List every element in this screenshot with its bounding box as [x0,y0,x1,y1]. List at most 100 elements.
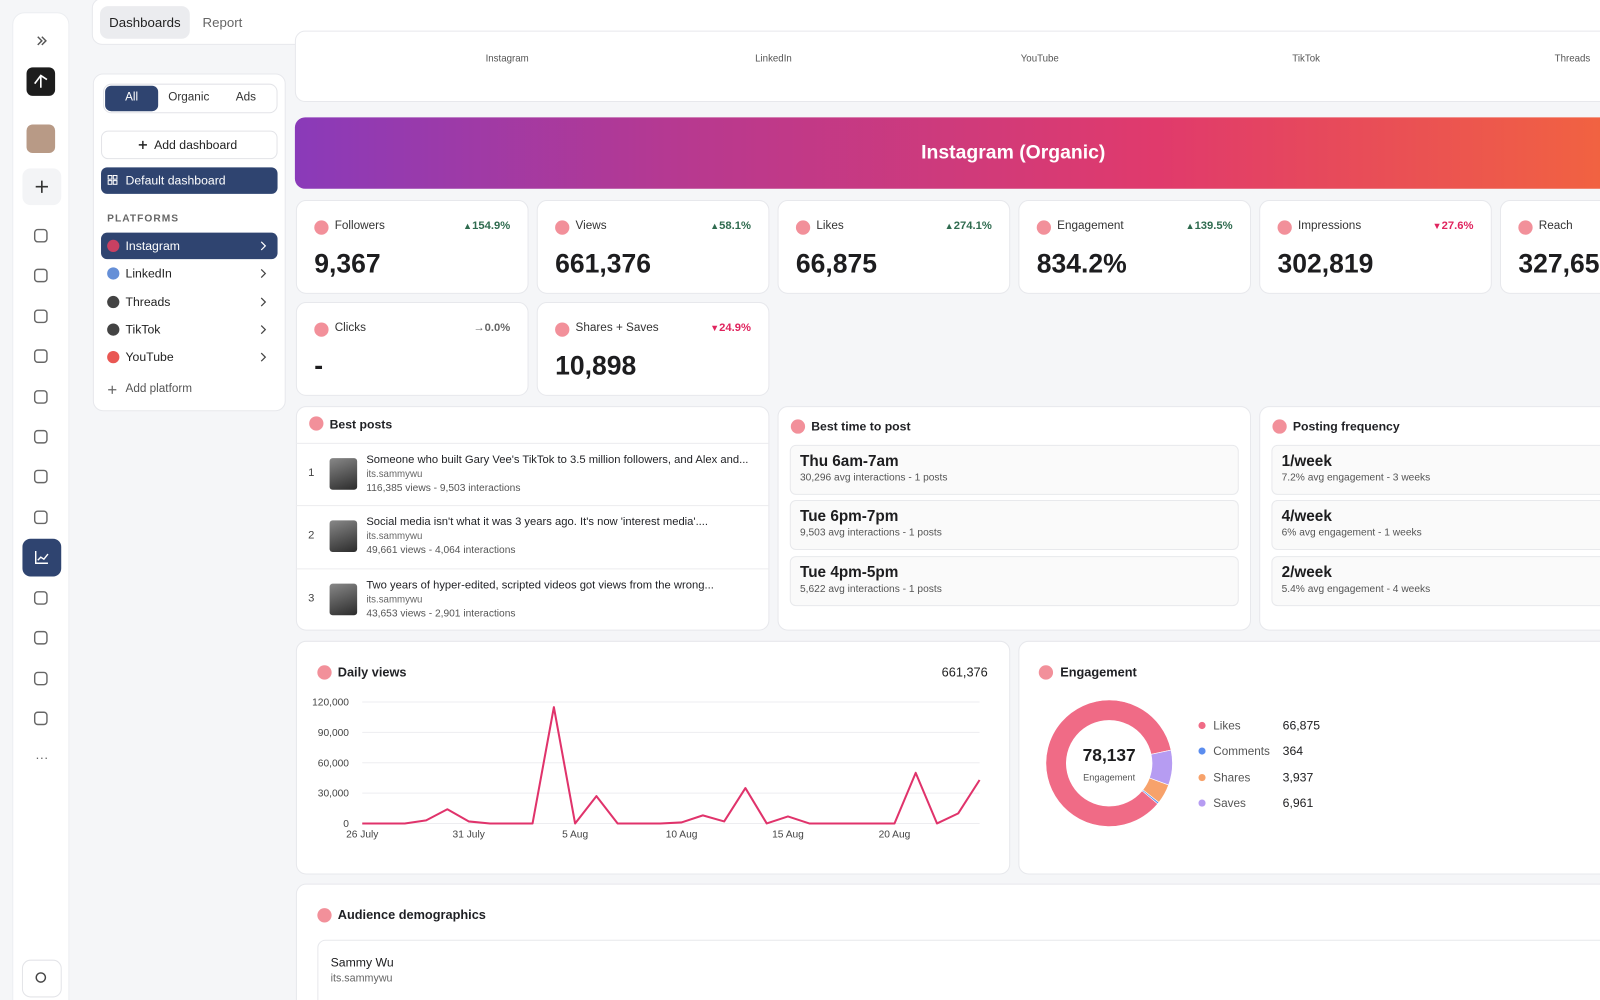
metric-label: Likes [816,219,844,232]
daily-views-card [295,640,1011,875]
post-text[interactable]: Someone who built Gary Vee's TikTok to 3… [366,453,749,466]
avatar [26,124,56,154]
chevron-glyph [260,297,267,307]
plus-glyph [138,140,147,149]
metric-label: Reach [1538,219,1573,232]
post-thumbnail [329,458,358,490]
default-dashboard[interactable] [101,167,278,194]
search-icon [35,972,47,983]
metric-value: 327,65 [1518,247,1600,279]
platform-icon [107,267,120,280]
divider [295,442,770,444]
x-tick-label: LinkedIn [755,53,792,65]
insight-item [1271,444,1600,495]
legend-swatch [1198,721,1206,730]
metric-value: 10,898 [555,349,637,381]
filter-option[interactable]: Organic [168,91,210,104]
platform-icon [555,322,570,337]
card-title: Audience demographics [337,907,486,923]
x-tick-label: 15 Aug [772,830,804,841]
filter-option[interactable]: Ads [235,91,257,104]
platform-icon [107,323,120,336]
platform-name[interactable]: LinkedIn [125,266,172,281]
donut-slice [1045,699,1172,827]
tab[interactable]: Report [202,14,243,31]
insight-detail: 5,622 avg interactions - 1 posts [799,583,942,595]
platform-icon [317,665,332,680]
donut-slice [1149,749,1173,786]
insight-item [789,556,1239,607]
metric-card [1018,199,1252,294]
metric-card [777,199,1011,294]
platform-icon [795,220,811,235]
grid-cell [107,174,113,180]
chevron [260,241,267,251]
post-text[interactable]: Social media isn't what it was 3 years a… [366,515,709,529]
post-handle: its.sammywu [366,468,423,480]
metric-card [536,302,770,396]
plus-icon [108,385,117,394]
nav-icon [33,671,48,686]
platform-icon [107,239,120,253]
more-icon: ··· [35,750,48,765]
metric-change: 154.9% [463,220,510,232]
platform-icon [790,419,806,434]
insight-heading: Tue 6pm-7pm [799,507,899,525]
platform-icon [309,416,324,431]
metric-change: 0.0% [473,322,511,334]
platform-icon [1038,665,1054,680]
platform-icon [1272,419,1287,434]
metric-value: 302,819 [1277,247,1374,279]
x-tick-label: YouTube [1020,53,1059,65]
metric-card [295,302,529,396]
legend-value: 3,937 [1283,771,1314,785]
banner-title: Instagram (Organic) [921,142,1106,164]
tab-active-bg [99,6,190,39]
tab[interactable]: Dashboards [109,14,181,31]
platform-name[interactable]: TikTok [125,322,161,337]
post-thumbnail [329,520,358,553]
chart-title: Daily views [337,665,407,680]
legend-label: Shares [1213,772,1250,785]
legend-label: Likes [1213,720,1240,733]
nav-icon [33,711,48,726]
card-title: Best time to post [811,419,911,434]
grid-cell [112,180,118,185]
dashboard-name[interactable]: Default dashboard [125,173,226,188]
filter-option[interactable]: All [125,91,139,104]
engagement-card [1018,640,1600,875]
x-tick-label: 26 July [346,830,379,841]
x-tick-label: Instagram [485,53,529,65]
platform-name[interactable]: Threads [125,294,171,310]
insight-heading: 1/week [1281,452,1332,470]
y-tick-label: 90,000 [318,728,349,739]
metric-change: 27.6% [1433,220,1474,232]
metric-change: 274.1% [945,220,992,232]
x-tick-label: TikTok [1292,53,1320,65]
platform-icon [555,220,570,235]
platform-icon [314,220,329,235]
nav-icon [33,349,48,363]
audience-card [295,883,1600,1000]
plus[interactable]: Add dashboard [154,137,238,153]
nav-icon [33,268,48,283]
post-thumbnail [329,583,358,616]
add-platform[interactable]: Add platform [125,382,193,396]
divider [295,505,770,507]
y-tick-label: 30,000 [318,789,349,800]
post-stats: 116,385 views - 9,503 interactions [366,482,521,494]
profile-box [317,939,1600,1000]
post-rank: 2 [308,529,315,542]
nav-icon [33,429,48,444]
platform-name[interactable]: YouTube [125,349,174,365]
post-rank: 3 [308,592,315,605]
platform-name[interactable]: Instagram [125,238,180,254]
x-tick-label: Threads [1554,53,1591,65]
post-text[interactable]: Two years of hyper-edited, scripted vide… [366,579,714,592]
search-button [21,959,62,998]
add-dashboard-button[interactable] [101,130,278,160]
insight-detail: 5.4% avg engagement - 4 weeks [1281,583,1431,595]
insight-heading: 4/week [1281,507,1332,525]
nav-icons: ··· [21,36,62,998]
plus-icon [35,180,48,193]
